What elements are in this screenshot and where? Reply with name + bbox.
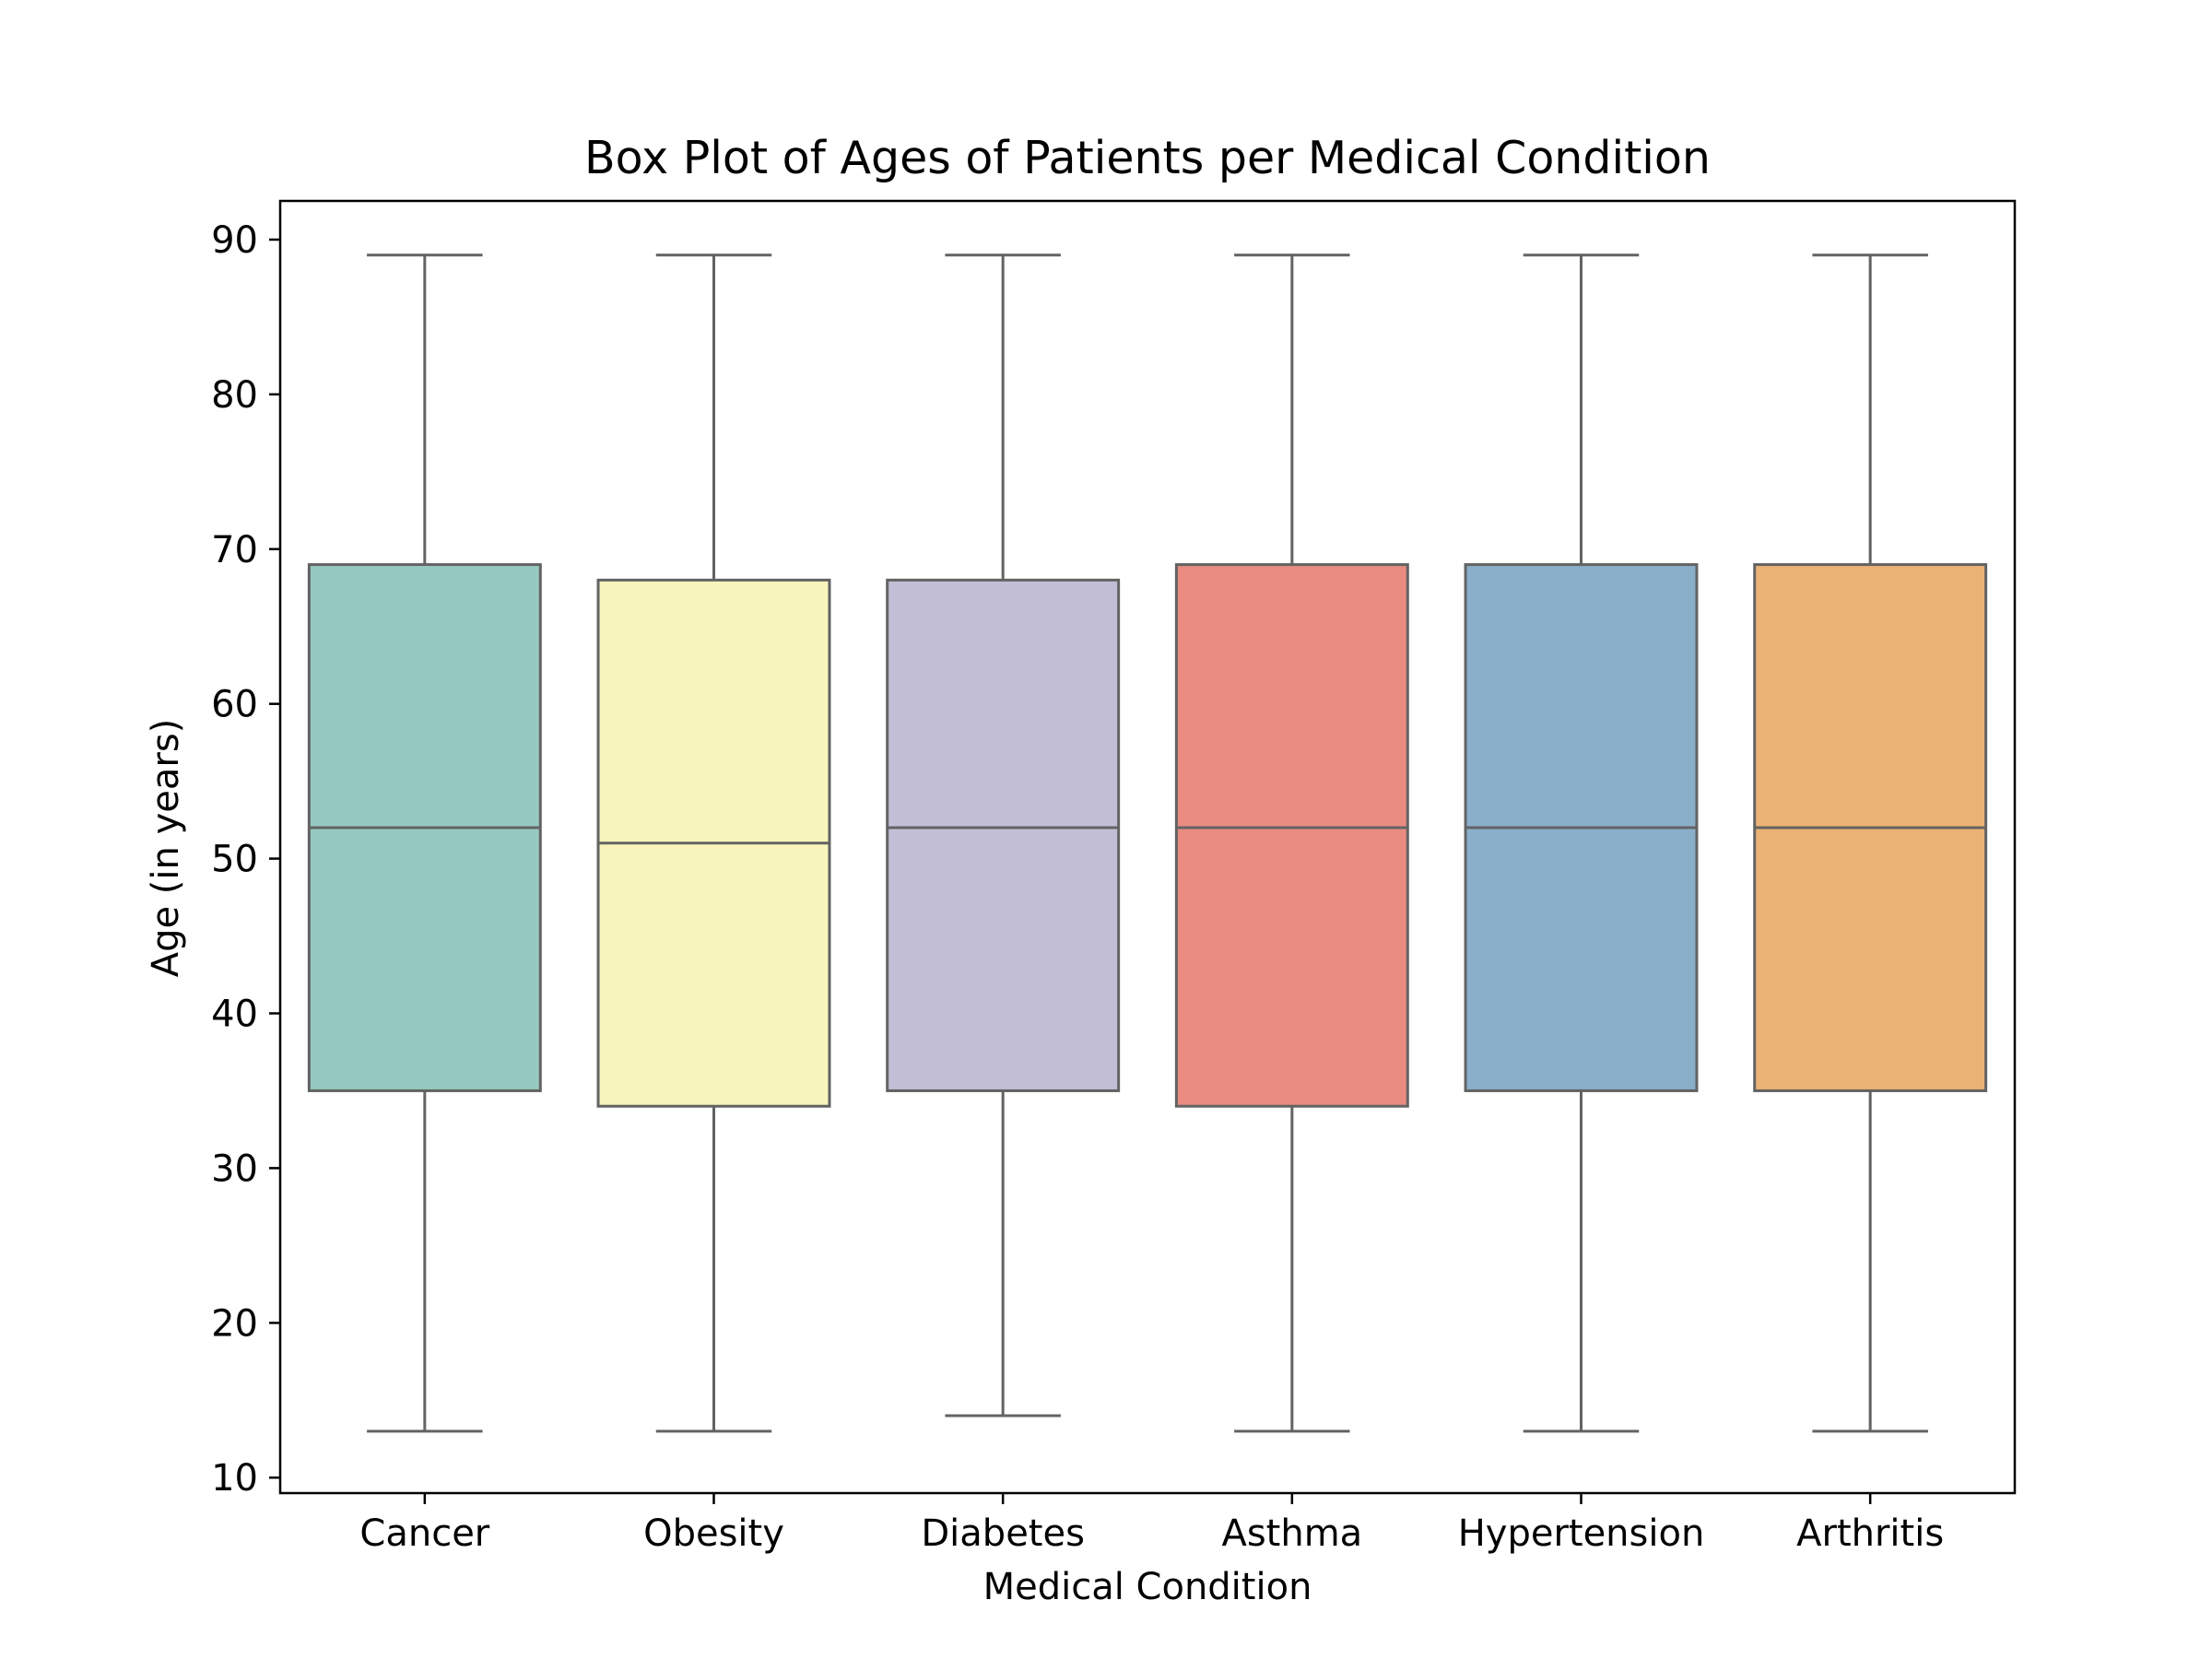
iqr-box (886, 578, 1121, 1092)
y-tick-label: 40 (211, 993, 258, 1035)
box-diabetes (886, 253, 1121, 1418)
y-tick-label: 20 (211, 1302, 258, 1345)
x-tick-label: Asthma (1221, 1512, 1362, 1555)
x-tick-label: Arthritis (1796, 1512, 1944, 1555)
y-tick-label: 30 (211, 1147, 258, 1190)
x-axis: Cancer Obesity Diabetes Asthma Hypertension A… (359, 1493, 1944, 1555)
box-hypertension (1464, 253, 1699, 1433)
boxes-layer (307, 253, 1988, 1433)
box-obesity (596, 253, 831, 1433)
x-tick-label: Diabetes (921, 1512, 1085, 1555)
box-arthritis (1753, 253, 1988, 1433)
y-tick-label: 90 (211, 219, 258, 262)
iqr-box (1174, 563, 1409, 1108)
box-asthma (1174, 253, 1409, 1433)
x-tick-label: Obesity (643, 1512, 784, 1555)
y-tick-label: 60 (211, 684, 258, 726)
y-tick-label: 50 (211, 839, 258, 881)
x-tick-label: Hypertension (1458, 1512, 1705, 1555)
y-tick-label: 10 (211, 1457, 258, 1500)
chart-title: Box Plot of Ages of Patients per Medical… (584, 132, 1711, 184)
y-axis-label: Age (in years) (145, 719, 187, 978)
x-axis-label: Medical Condition (983, 1566, 1312, 1608)
plot-frame (278, 199, 2017, 1495)
box-cancer (307, 253, 542, 1433)
x-tick-label: Cancer (359, 1512, 489, 1555)
y-tick-label: 70 (211, 529, 258, 571)
y-tick-label: 80 (211, 374, 258, 417)
y-axis: 10 20 30 40 50 60 70 80 90 (211, 219, 280, 1500)
